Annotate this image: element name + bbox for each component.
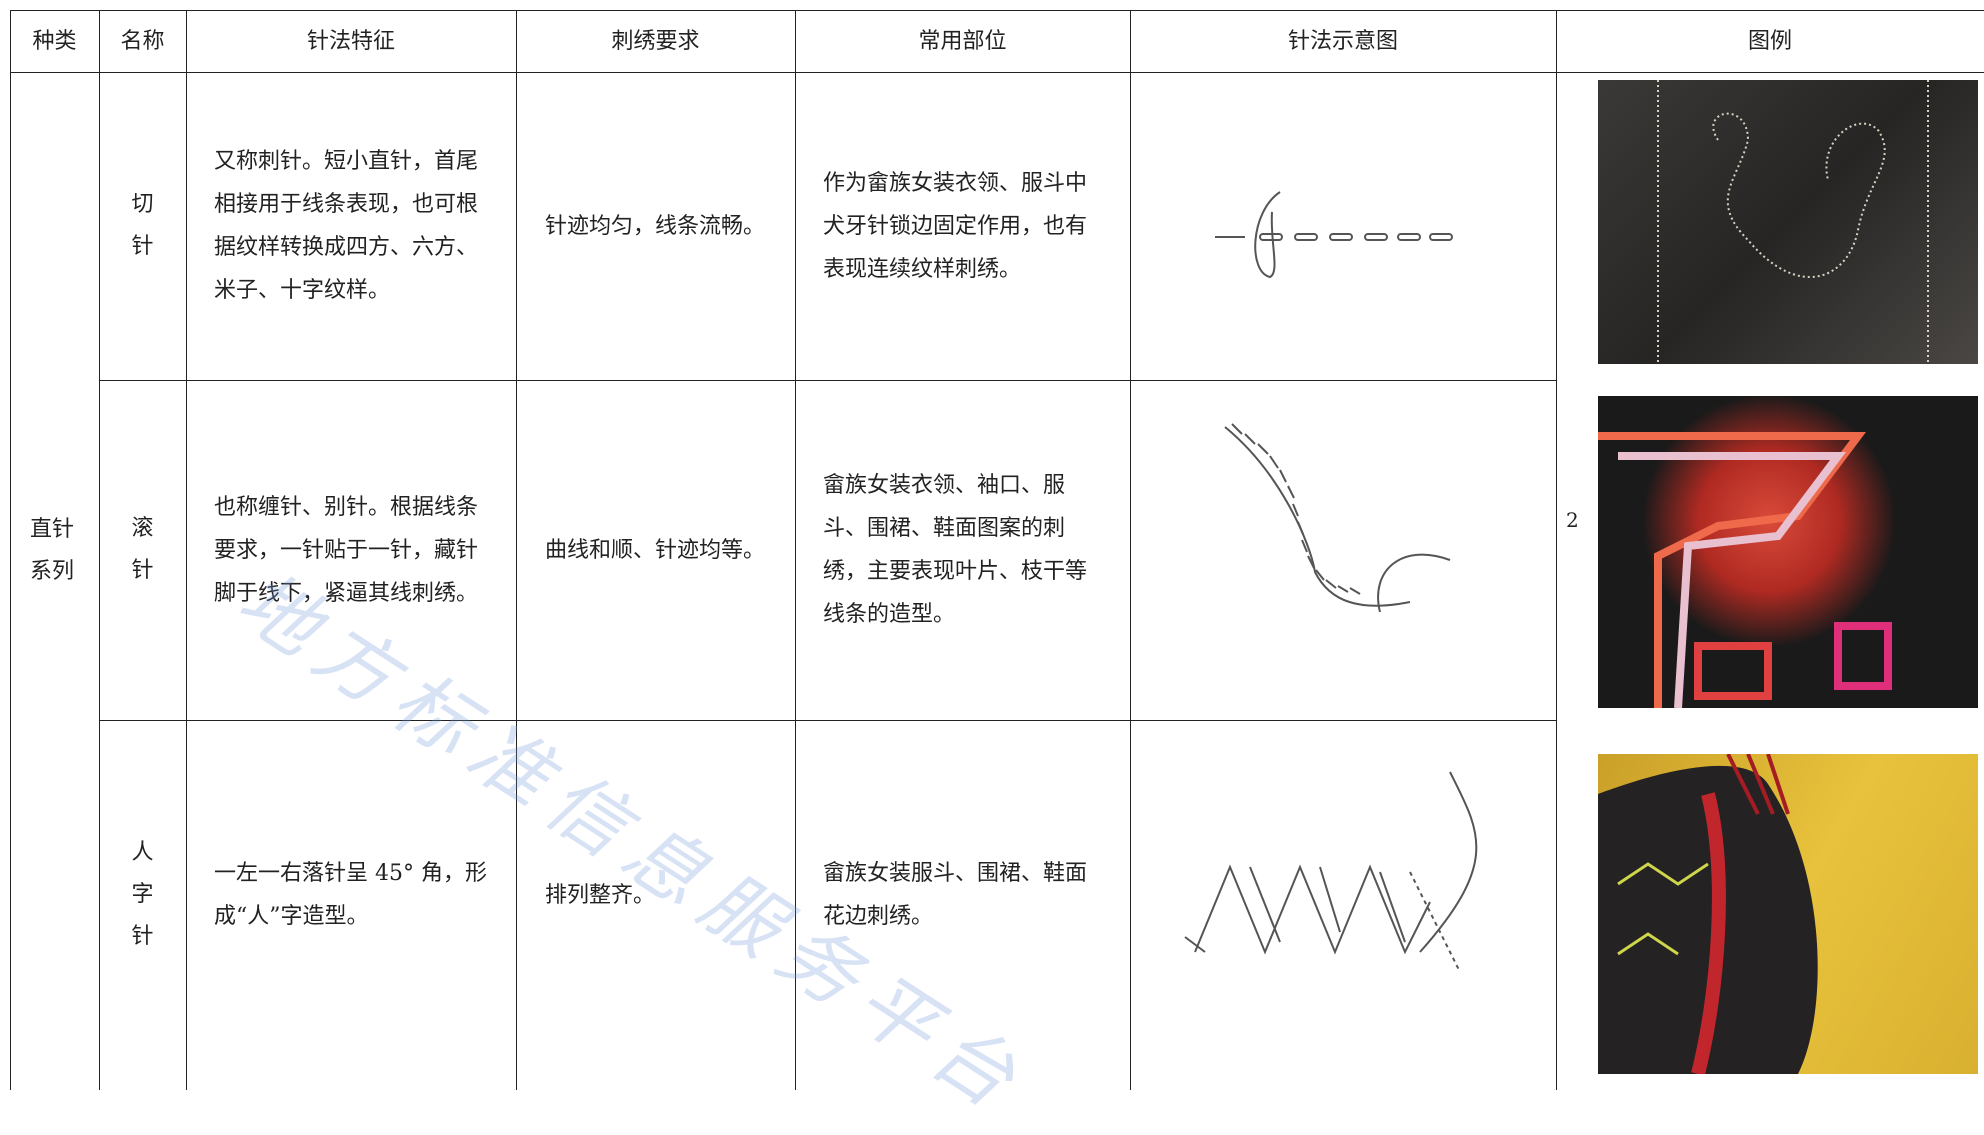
stitch-name: 切针 xyxy=(131,192,154,259)
header-cell: 名称 xyxy=(120,28,165,54)
stitch-name: 人字针 xyxy=(131,840,154,949)
location-cell: 畲族女装服斗、围裙、鞋面花边刺绣。 xyxy=(823,861,1088,929)
stem-stitch-diagram xyxy=(1224,423,1451,613)
requirement-cell: 排列整齐。 xyxy=(545,882,656,908)
example-photo xyxy=(1598,80,1978,364)
header-cell: 图例 xyxy=(1747,28,1792,54)
header-cell: 刺绣要求 xyxy=(611,28,700,54)
stitch-diagrams xyxy=(1184,191,1478,973)
example-photo xyxy=(1598,753,1978,1076)
herringbone-stitch-diagram xyxy=(1184,771,1478,973)
figure-note: 2 xyxy=(1566,507,1579,532)
header-cell: 常用部位 xyxy=(918,28,1007,54)
running-stitch-diagram xyxy=(1215,191,1453,279)
header-cell: 针法示意图 xyxy=(1287,28,1398,54)
header-cell: 种类 xyxy=(32,28,77,54)
category-cell: 直针系列 xyxy=(30,517,75,584)
example-photo xyxy=(1598,396,1978,709)
requirement-cell: 曲线和顺、针迹均等。 xyxy=(545,537,766,563)
feature-cell: 一左一右落针呈 45° 角，形成“人”字造型。 xyxy=(214,861,487,929)
requirement-cell: 针迹均匀，线条流畅。 xyxy=(545,213,766,239)
location-cell: 畲族女装衣领、袖口、服斗、围裙、鞋面图案的刺绣，主要表现叶片、枝干等线条的造型。 xyxy=(823,473,1088,627)
location-cell: 作为畲族女装衣领、服斗中犬牙针锁边固定作用，也有表现连续纹样刺绣。 xyxy=(823,170,1088,282)
header-cell: 针法特征 xyxy=(306,28,395,54)
page: 种类 名称 针法特征 刺绣要求 常用部位 针法示意图 图例 直针系列 切针 又称… xyxy=(10,10,1984,1132)
stitch-name: 滚针 xyxy=(131,516,154,583)
feature-cell: 又称刺针。短小直针，首尾相接用于线条表现，也可根据纹样转换成四方、六方、米子、十… xyxy=(214,149,479,303)
feature-cell: 也称缠针、别针。根据线条要求，一针贴于一针，藏针脚于线下，紧逼其线刺绣。 xyxy=(214,494,479,606)
